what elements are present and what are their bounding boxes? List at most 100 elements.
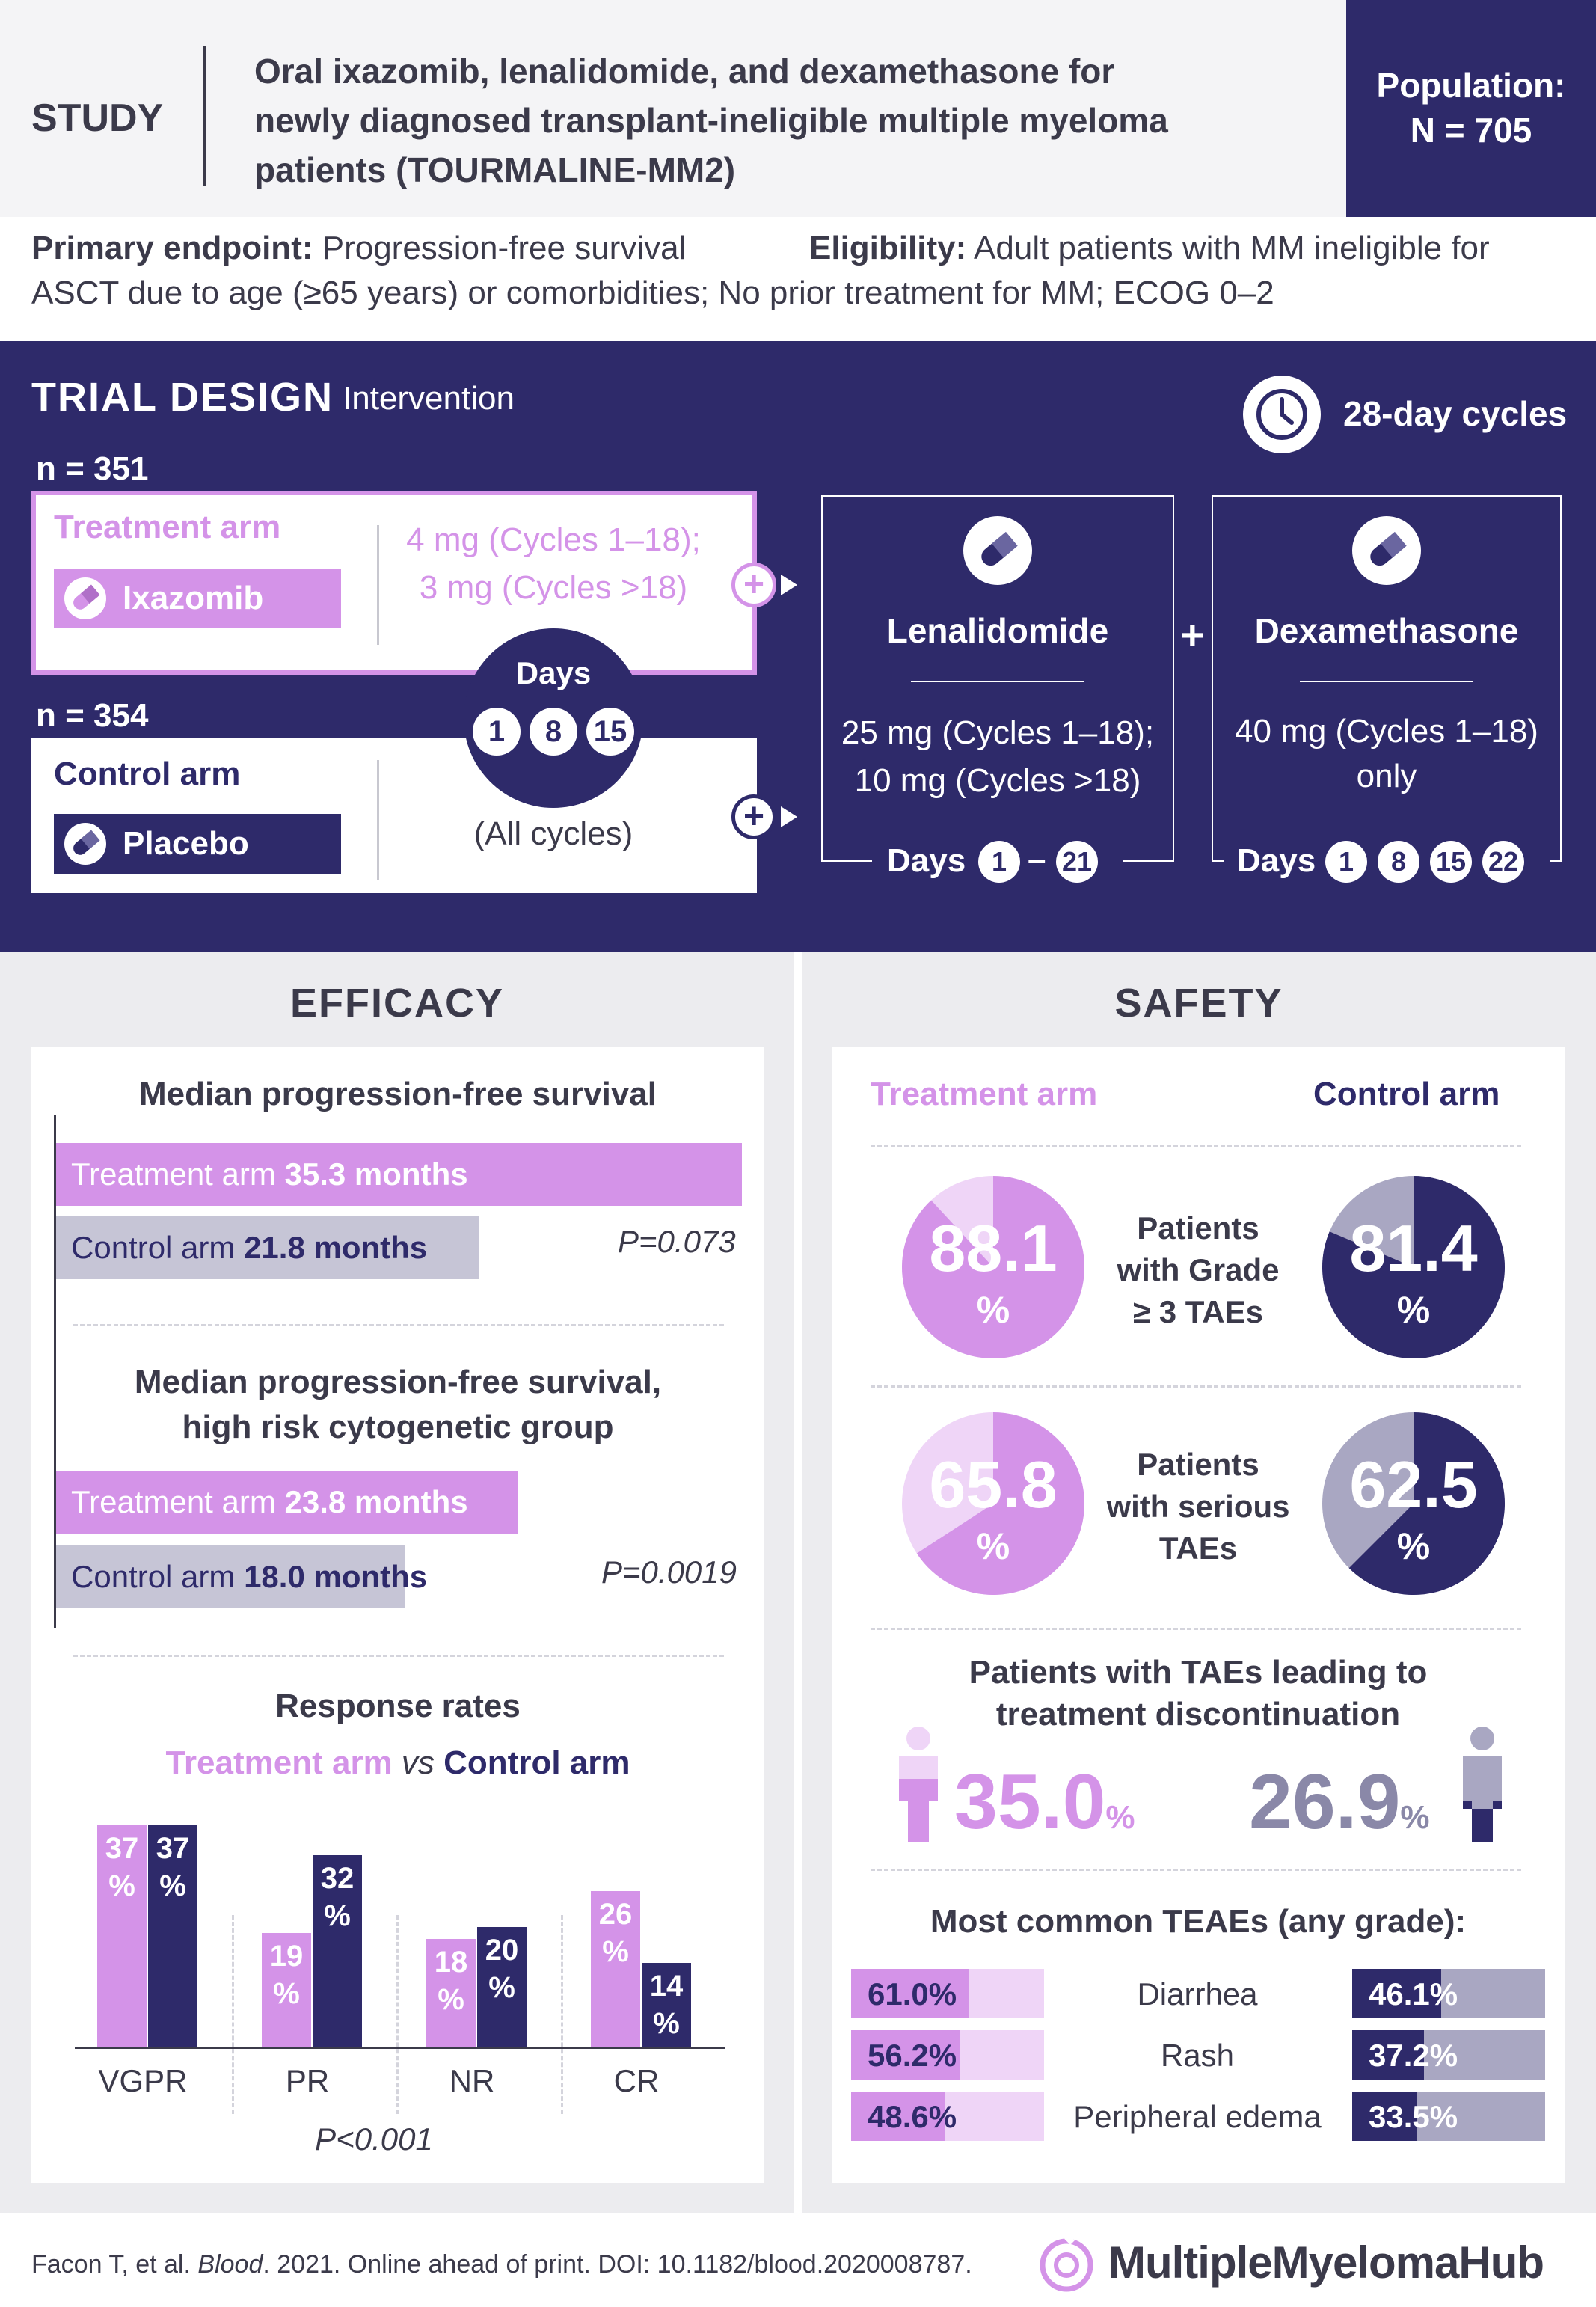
eligibility-label: Eligibility: xyxy=(809,230,967,266)
dexamethasone-dose-1: 40 mg (Cycles 1–18) xyxy=(1235,713,1538,750)
trial-design-subtitle: Intervention xyxy=(343,380,515,417)
trial-design-title: TRIAL DESIGN xyxy=(31,375,334,420)
grade3-label-2: with Grade xyxy=(1117,1252,1280,1287)
lenalidomide-dose-1: 25 mg (Cycles 1–18); xyxy=(841,714,1155,751)
response-tick-label: VGPR xyxy=(98,2063,188,2098)
teae-treatment-value: 61.0% xyxy=(868,1976,957,2012)
teae-treatment-fill xyxy=(851,2030,960,2080)
dexamethasone-day-8: 8 xyxy=(1378,841,1419,883)
teae-treatment-value: 48.6% xyxy=(868,2099,957,2134)
pie-slice xyxy=(902,1176,1084,1358)
response-bar-pr-treatment: 19% xyxy=(262,1933,311,2047)
grade3-label-3: ≥ 3 TAEs xyxy=(1133,1294,1263,1329)
serious-label-2: with serious xyxy=(1106,1489,1290,1524)
study-title-line2: newly diagnosed transplant-ineligible mu… xyxy=(254,101,1168,140)
person-icon-control xyxy=(1458,1725,1506,1842)
dexamethasone-day-22: 22 xyxy=(1482,841,1524,883)
day-8-badge: 8 xyxy=(530,708,577,756)
brand-name: MultipleMyelomaHub xyxy=(1108,2237,1544,2288)
study-title: Oral ixazomib, lenalidomide, and dexamet… xyxy=(254,46,1316,194)
response-chart: 37% 37% 19% 32% 18% 20% 26% 14% xyxy=(75,1803,733,2114)
legend-control: Control arm xyxy=(443,1744,630,1781)
endpoints-line1: Primary endpoint: Progression-free survi… xyxy=(31,226,1572,271)
pfs-treatment-bar: Treatment arm 35.3 months xyxy=(56,1143,742,1206)
study-title-line3: patients (TOURMALINE-MM2) xyxy=(254,150,736,189)
pfs-treatment-value: 35.3 months xyxy=(284,1156,468,1192)
pie-slice xyxy=(1322,1176,1505,1358)
teae-row: 48.6% Peripheral edema 33.5% xyxy=(0,2092,1596,2141)
pfs-control-value: 21.8 months xyxy=(244,1230,428,1265)
serious-treatment-pie: 65.8 % xyxy=(902,1412,1084,1595)
safety-control-arm: Control arm xyxy=(1313,1076,1500,1112)
teae-control-value: 33.5% xyxy=(1369,2099,1458,2134)
population-value: N = 705 xyxy=(1410,111,1532,150)
serious-treatment-value: 65.8 xyxy=(929,1447,1058,1522)
pfs-hr-control-value: 18.0 months xyxy=(244,1559,428,1594)
lenalidomide-dose-2: 10 mg (Cycles >18) xyxy=(854,762,1141,799)
response-bar-unit: % xyxy=(602,1935,629,1968)
pfs-hr-treatment-bar: Treatment arm 23.8 months xyxy=(56,1471,518,1534)
study-label: STUDY xyxy=(31,96,164,140)
teaes-title: Most common TEAEs (any grade): xyxy=(930,1903,1467,1940)
response-bar-value: 18 xyxy=(434,1946,468,1979)
teae-control-fill xyxy=(1352,2030,1424,2080)
clock-icon xyxy=(1243,376,1321,453)
day-15-badge: 15 xyxy=(586,708,634,756)
teae-treatment-fill xyxy=(851,2092,945,2141)
serious-control-pct: % xyxy=(1396,1525,1431,1567)
response-axis xyxy=(75,2047,725,2049)
safety-divider-2 xyxy=(871,1385,1521,1388)
discontinuation-title-1: Patients with TAEs leading to xyxy=(969,1654,1428,1691)
efficacy-divider-1 xyxy=(73,1324,724,1326)
teae-row: 61.0% Diarrhea 46.1% xyxy=(0,1969,1596,2018)
lenalidomide-name: Lenalidomide xyxy=(886,611,1109,650)
grade3-control-value: 81.4 xyxy=(1349,1211,1478,1285)
pfs-hr-treatment-value: 23.8 months xyxy=(284,1484,468,1519)
response-bar-value: 37 xyxy=(156,1832,190,1865)
capsule-icon-dexamethasone xyxy=(1352,516,1421,585)
pie-slice xyxy=(1348,1412,1505,1595)
lenalidomide-dash: – xyxy=(1028,841,1046,877)
response-group-divider xyxy=(561,1915,563,2114)
plus-text: + xyxy=(743,797,765,836)
response-bar-unit: % xyxy=(653,2007,680,2040)
serious-label-3: TAEs xyxy=(1158,1531,1238,1566)
teae-treatment-value: 56.2% xyxy=(868,2038,957,2073)
response-group-divider xyxy=(396,1915,399,2114)
pfs-title: Median progression-free survival xyxy=(139,1076,657,1112)
pfs-hr-title: Median progression-free survival, high r… xyxy=(31,1360,764,1450)
efficacy-title: EFFICACY xyxy=(290,981,504,1026)
treatment-arm-label: Treatment arm xyxy=(54,509,281,545)
response-group-divider xyxy=(232,1915,234,2114)
serious-label-1: Patients xyxy=(1137,1447,1259,1482)
response-bar-value: 37 xyxy=(105,1832,139,1865)
treatment-dose: 4 mg (Cycles 1–18); 3 mg (Cycles >18) xyxy=(389,516,718,612)
dexamethasone-day-15: 15 xyxy=(1430,841,1472,883)
safety-divider-3 xyxy=(871,1628,1521,1630)
dexamethasone-days-label: Days xyxy=(1237,842,1316,879)
citation-journal: Blood xyxy=(197,2250,263,2279)
dexamethasone-day-1: 1 xyxy=(1325,841,1367,883)
response-bar-value: 14 xyxy=(649,1970,684,2003)
capsule-icon xyxy=(64,823,106,865)
discontinuation-title: Patients with TAEs leading to treatment … xyxy=(832,1652,1565,1735)
safety-divider-1 xyxy=(871,1145,1521,1147)
header-divider xyxy=(203,46,206,186)
response-bar-nr-treatment: 18% xyxy=(426,1939,476,2047)
cycles-label: 28-day cycles xyxy=(1343,394,1568,433)
response-bar-unit: % xyxy=(108,1869,135,1902)
pfs-p: P=0.073 xyxy=(618,1224,736,1259)
lenalidomide-day-start: 1 xyxy=(978,841,1020,883)
placebo-pill: Placebo xyxy=(54,814,341,874)
study-title-line1: Oral ixazomib, lenalidomide, and dexamet… xyxy=(254,52,1115,91)
pfs-hr-control-bar: Control arm 18.0 months xyxy=(56,1545,427,1608)
safety-divider-4 xyxy=(871,1869,1521,1871)
primary-endpoint-value: Progression-free survival xyxy=(322,230,687,266)
response-bar-value: 19 xyxy=(269,1940,304,1973)
population-label: Population: xyxy=(1376,66,1566,105)
response-bar-unit: % xyxy=(438,1983,464,2016)
pfs-hr-title-2: high risk cytogenetic group xyxy=(182,1409,614,1445)
citation-pre: Facon T, et al. xyxy=(31,2250,198,2279)
grade3-treatment-pct: % xyxy=(976,1289,1010,1331)
discontinuation-treatment-value: 35.0 xyxy=(954,1759,1106,1845)
